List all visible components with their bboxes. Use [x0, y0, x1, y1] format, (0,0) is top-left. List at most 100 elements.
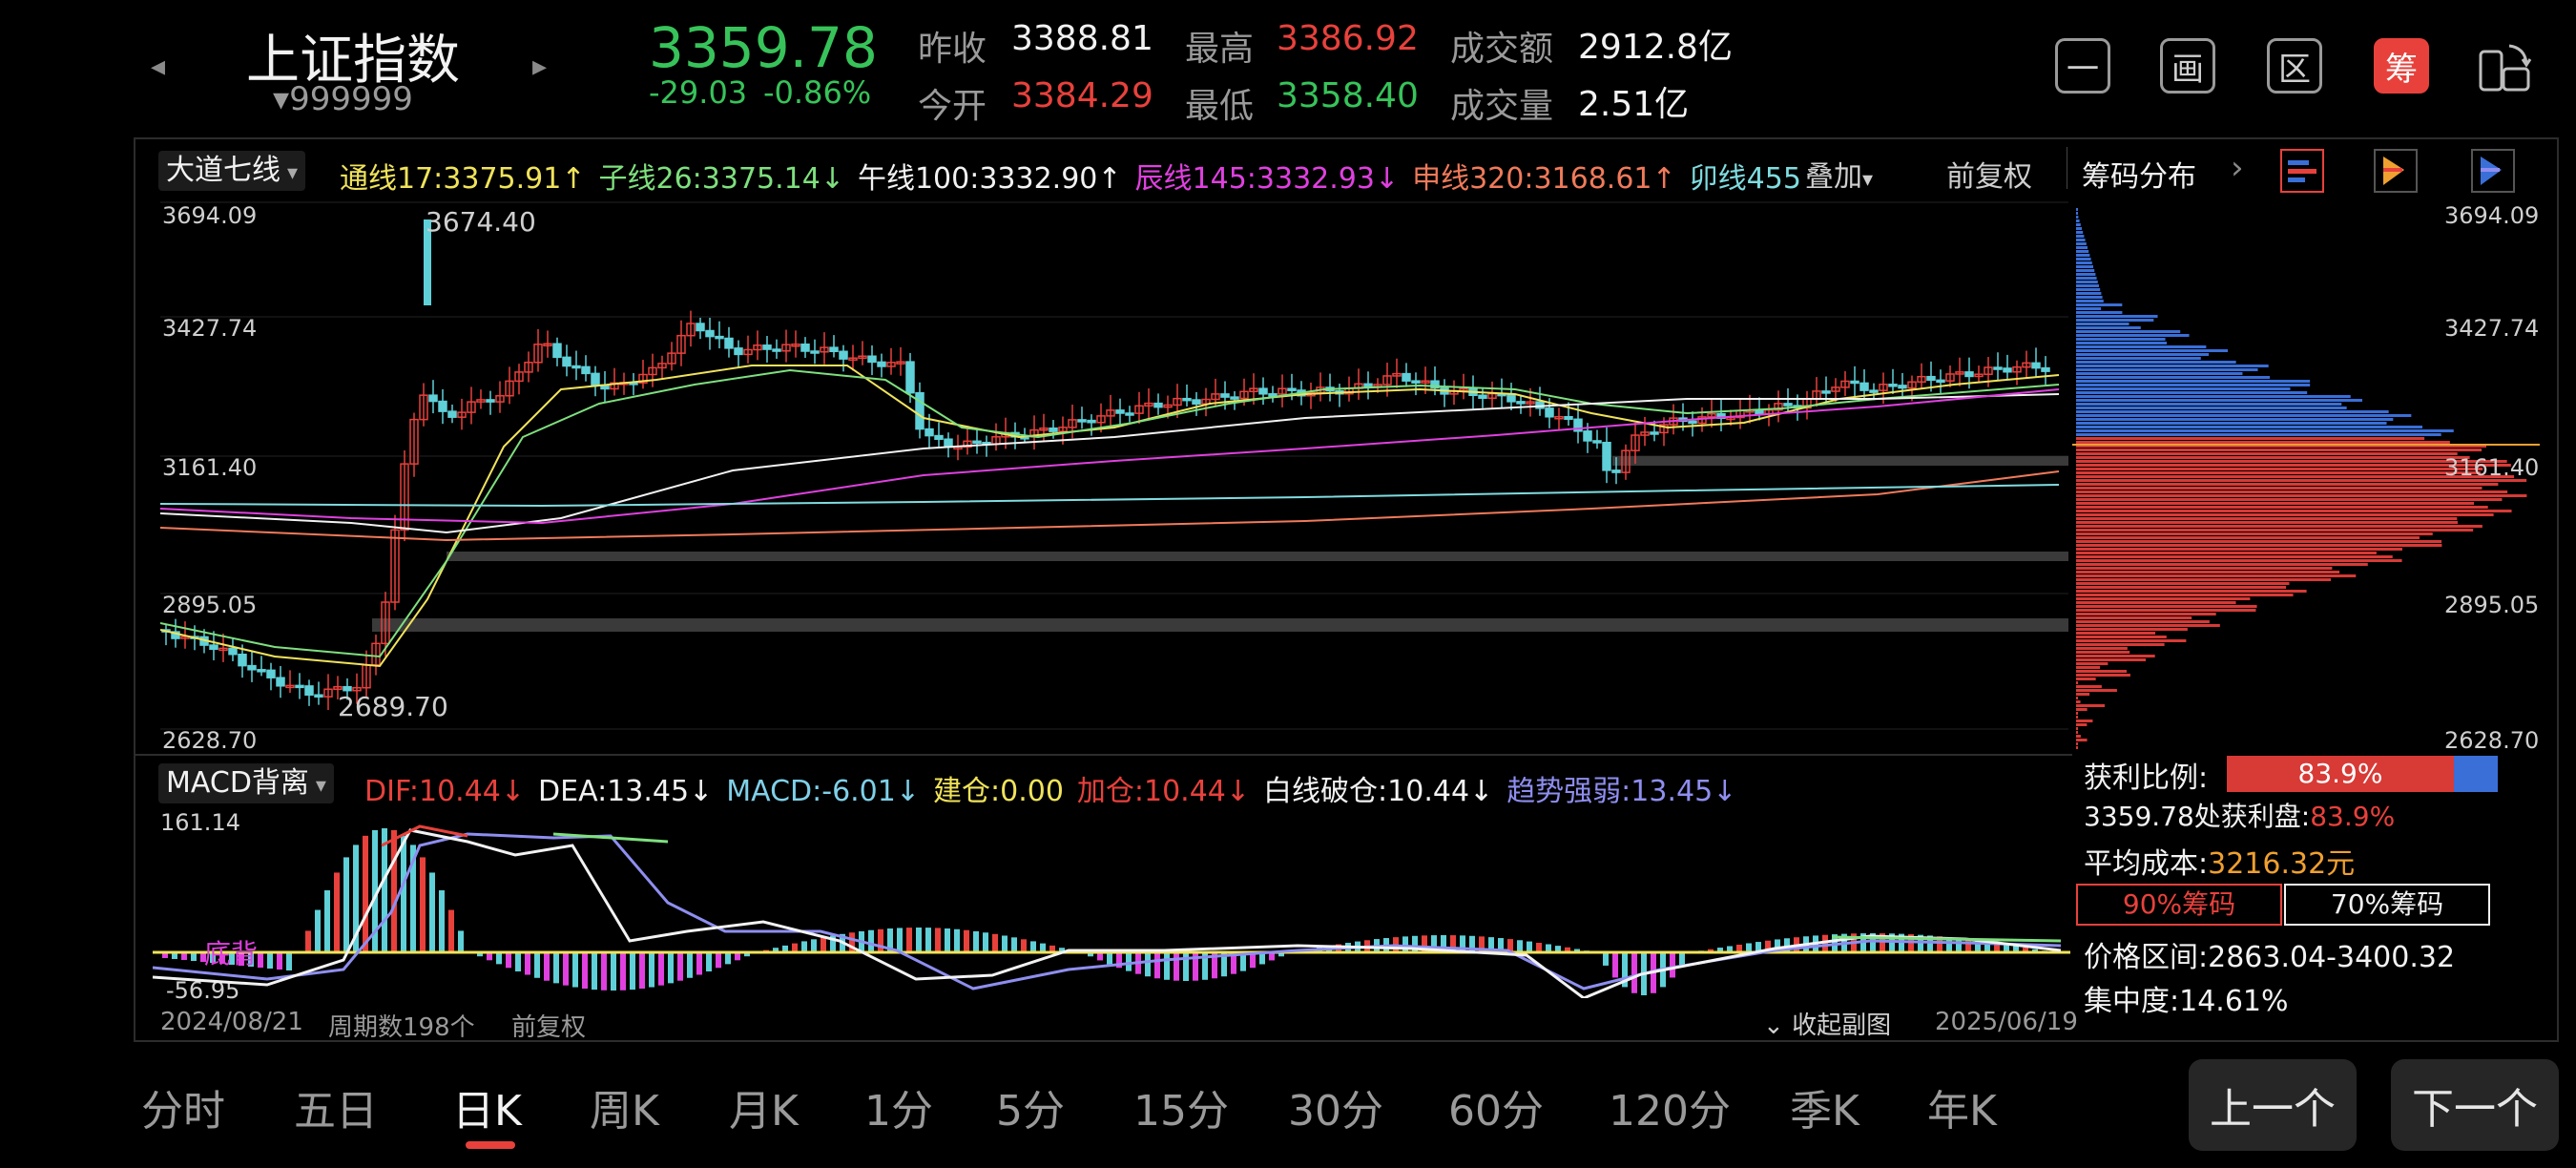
kline-y-tick: 3427.74: [162, 315, 258, 342]
chip-bar: [2076, 250, 2089, 253]
tab-5[interactable]: 月K: [729, 1087, 799, 1136]
candle: [1125, 412, 1134, 416]
macd-chart[interactable]: [153, 807, 2070, 998]
tab-1[interactable]: 分时: [141, 1087, 225, 1136]
next-stock-arrow-icon[interactable]: ▸: [532, 50, 548, 83]
chip-mode-bars-icon[interactable]: [2280, 149, 2324, 193]
candle: [1220, 393, 1230, 398]
candle: [1230, 396, 1239, 400]
candle: [1879, 384, 1888, 391]
candle: [1611, 469, 1621, 473]
prev-button[interactable]: 上一个: [2189, 1059, 2357, 1151]
candle: [552, 343, 562, 359]
chips-y-tick: 2895.05: [2444, 592, 2540, 618]
ma145-line: [160, 388, 2060, 525]
tab-3[interactable]: 日K: [452, 1087, 522, 1136]
chips-y-tick: 3694.09: [2444, 202, 2540, 229]
tab-11[interactable]: 120分: [1609, 1087, 1731, 1136]
collapse-subchart-button[interactable]: ⌄ 收起副图: [1763, 1006, 1891, 1041]
drawing-button[interactable]: 画: [2160, 38, 2215, 94]
macd-legend: DIF:10.44↓ DEA:13.45↓ MACD:-6.01↓ 建仓:0.00 加仓…: [364, 767, 1750, 809]
kline-indicator-select[interactable]: 大道七线 ▾: [158, 151, 306, 191]
chips-button[interactable]: 筹: [2374, 38, 2429, 94]
macd-bar: [382, 828, 387, 952]
candle: [514, 371, 524, 383]
macd-bar: [1097, 952, 1103, 961]
tab-7[interactable]: 5分: [996, 1087, 1065, 1136]
candle: [1592, 440, 1602, 444]
chip-bar: [2076, 727, 2078, 730]
tab-2[interactable]: 五日: [294, 1087, 378, 1136]
interval-button[interactable]: 区: [2267, 38, 2322, 94]
chip-bar: [2076, 353, 2210, 356]
gap-zone: [1612, 456, 2068, 466]
candle: [257, 669, 266, 673]
macd-bar: [277, 952, 282, 970]
macd-bar: [1460, 935, 1465, 952]
chip-bar: [2076, 674, 2130, 677]
kline-chart[interactable]: [160, 198, 2068, 752]
overlay-select[interactable]: 叠加▾: [1801, 153, 1878, 195]
candle: [1392, 372, 1402, 377]
macd-bar: [563, 952, 569, 986]
tab-4[interactable]: 周K: [590, 1087, 659, 1136]
dropdown-icon: ▾: [280, 161, 299, 185]
stock-code[interactable]: ▾999999: [273, 80, 413, 118]
adjust-select[interactable]: 前复权: [1946, 160, 2032, 194]
tab-13[interactable]: 年K: [1927, 1087, 1997, 1136]
macd-bar: [1479, 936, 1485, 952]
candle: [1239, 390, 1249, 400]
candle: [800, 343, 810, 352]
chip-bar: [2076, 624, 2220, 627]
macd-indicator-select[interactable]: MACD背离 ▾: [158, 763, 334, 803]
macd-bar: [1193, 952, 1198, 981]
macd-bar: [515, 952, 521, 971]
macd-bar: [620, 952, 626, 991]
candle: [896, 361, 905, 365]
tab-6[interactable]: 1分: [864, 1087, 933, 1136]
chevron-right-icon[interactable]: ›: [2231, 149, 2244, 187]
chip-bar: [2076, 586, 2287, 589]
macd-bar: [925, 928, 931, 952]
candle: [266, 669, 276, 678]
candle: [1631, 434, 1640, 451]
macd-bar: [2032, 949, 2038, 952]
candle: [915, 391, 924, 430]
candle: [1898, 385, 1907, 389]
stat-label: 成交额: [1450, 30, 1554, 69]
chip-bar: [2076, 403, 2342, 406]
chip-bar: [2076, 609, 2256, 612]
macd-bar: [792, 943, 798, 952]
tab-8[interactable]: 15分: [1133, 1087, 1229, 1136]
chip-bar: [2076, 307, 2102, 310]
macd-bar: [334, 872, 340, 952]
chip-bar: [2076, 632, 2156, 635]
legend-entry: 申线320:3168.61↑: [1412, 162, 1676, 196]
chip-bar: [2076, 555, 2393, 558]
tab-9[interactable]: 30分: [1288, 1087, 1383, 1136]
chips-70-button[interactable]: 70%筹码: [2284, 884, 2490, 926]
candle: [1840, 380, 1850, 388]
tab-10[interactable]: 60分: [1448, 1087, 1544, 1136]
candle: [343, 685, 352, 692]
candle: [1278, 387, 1287, 395]
candle: [381, 601, 390, 645]
rotate-screen-icon[interactable]: [2475, 38, 2534, 97]
next-button[interactable]: 下一个: [2391, 1059, 2559, 1151]
candle: [285, 684, 295, 689]
candle: [1926, 375, 1936, 382]
prev-stock-arrow-icon[interactable]: ◂: [151, 50, 166, 83]
tab-12[interactable]: 季K: [1790, 1087, 1859, 1136]
chip-bar: [2076, 223, 2081, 226]
draw-line-button[interactable]: 一: [2055, 38, 2110, 94]
macd-y-top: 161.14: [160, 809, 240, 836]
chip-bar: [2076, 464, 2511, 467]
profit-at-label: 3359.78处获利盘:: [2084, 801, 2311, 832]
macd-bar: [553, 952, 559, 984]
chip-bar: [2076, 712, 2078, 715]
chip-mode-blue-icon[interactable]: [2471, 149, 2515, 193]
chip-bar: [2076, 525, 2483, 528]
candle: [1268, 393, 1278, 397]
chips-90-button[interactable]: 90%筹码: [2076, 884, 2282, 926]
chip-mode-fire-icon[interactable]: [2374, 149, 2418, 193]
